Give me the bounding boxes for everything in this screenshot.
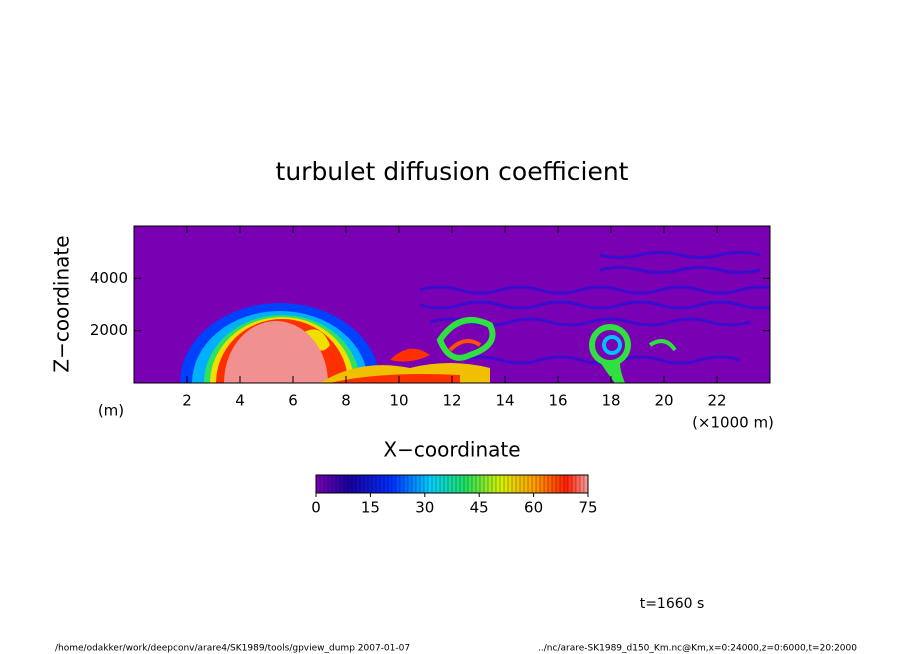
colorbar-cell <box>467 474 473 494</box>
colorbar-tick-label: 75 <box>578 499 597 517</box>
x-tick-label: 12 <box>442 392 461 410</box>
colorbar-cell <box>447 474 453 494</box>
colorbar-cell <box>331 474 337 494</box>
colorbar-tick-label: 45 <box>470 499 489 517</box>
x-tick-label: 22 <box>707 392 726 410</box>
colorbar-cell <box>319 474 325 494</box>
x-tick-label: 8 <box>341 392 351 410</box>
x-tick-label: 6 <box>288 392 298 410</box>
colorbar-cell <box>335 474 341 494</box>
colorbar-cell <box>363 474 369 494</box>
colorbar-cell <box>567 474 573 494</box>
colorbar-cell <box>383 474 389 494</box>
x-unit: (×1000 m) <box>692 414 774 432</box>
colorbar-cell <box>435 474 441 494</box>
colorbar-cell <box>431 474 437 494</box>
footer-left: /home/odakker/work/deepconv/arare4/SK198… <box>55 644 410 654</box>
colorbar-cell <box>355 474 361 494</box>
colorbar <box>315 474 589 494</box>
colorbar-cell <box>547 474 553 494</box>
colorbar-tick-label: 15 <box>361 499 380 517</box>
colorbar-cell <box>347 474 353 494</box>
colorbar-cell <box>463 474 469 494</box>
colorbar-cell <box>415 474 421 494</box>
colorbar-cell <box>507 474 513 494</box>
colorbar-cell <box>559 474 565 494</box>
colorbar-cell <box>423 474 429 494</box>
chart-title: turbulet diffusion coefficient <box>276 157 629 186</box>
colorbar-cell <box>403 474 409 494</box>
colorbar-cell <box>527 474 533 494</box>
colorbar-frame <box>315 474 589 494</box>
colorbar-cell <box>375 474 381 494</box>
x-tick-label: 4 <box>235 392 245 410</box>
colorbar-cell <box>543 474 549 494</box>
colorbar-cell <box>359 474 365 494</box>
colorbar-cell <box>339 474 345 494</box>
colorbar-cell <box>471 474 477 494</box>
colorbar-cell <box>391 474 397 494</box>
x-tick-label: 16 <box>548 392 567 410</box>
colorbar-cell <box>551 474 557 494</box>
colorbar-cell <box>519 474 525 494</box>
colorbar-cell <box>443 474 449 494</box>
y-tick-label: 4000 <box>90 269 128 287</box>
colorbar-cell <box>503 474 509 494</box>
colorbar-cell <box>535 474 541 494</box>
colorbar-cell <box>371 474 377 494</box>
colorbar-cell <box>407 474 413 494</box>
x-tick-label: 10 <box>389 392 408 410</box>
y-unit: (m) <box>98 402 124 420</box>
annotation: t=1660 s <box>640 596 705 612</box>
colorbar-cell <box>491 474 497 494</box>
colorbar-cell <box>511 474 517 494</box>
colorbar-cell <box>487 474 493 494</box>
colorbar-cell <box>555 474 561 494</box>
x-tick-label: 18 <box>601 392 620 410</box>
colorbar-cell <box>475 474 481 494</box>
colorbar-cell <box>499 474 505 494</box>
colorbar-cell <box>539 474 545 494</box>
colorbar-cell <box>315 474 321 494</box>
colorbar-cell <box>395 474 401 494</box>
colorbar-cell <box>515 474 521 494</box>
colorbar-cell <box>459 474 465 494</box>
colorbar-cell <box>455 474 461 494</box>
colorbar-cell <box>451 474 457 494</box>
colorbar-cell <box>327 474 333 494</box>
colorbar-cell <box>523 474 529 494</box>
colorbar-cell <box>399 474 405 494</box>
colorbar-cell <box>579 474 585 494</box>
colorbar-cell <box>419 474 425 494</box>
colorbar-cell <box>411 474 417 494</box>
colorbar-cell <box>479 474 485 494</box>
colorbar-tick-label: 0 <box>311 499 321 517</box>
colorbar-cell <box>575 474 581 494</box>
field <box>134 226 770 383</box>
colorbar-cell <box>531 474 537 494</box>
colorbar-cell <box>571 474 577 494</box>
y-axis-label: Z−coordinate <box>50 235 74 372</box>
x-axis-label: X−coordinate <box>383 438 520 462</box>
x-tick-label: 20 <box>654 392 673 410</box>
colorbar-cell <box>495 474 501 494</box>
colorbar-tick-label: 60 <box>524 499 543 517</box>
colorbar-cell <box>483 474 489 494</box>
x-tick-label: 2 <box>182 392 192 410</box>
y-tick-label: 2000 <box>90 321 128 339</box>
colorbar-cell <box>379 474 385 494</box>
x-tick-label: 14 <box>495 392 514 410</box>
colorbar-cell <box>427 474 433 494</box>
colorbar-cell <box>563 474 569 494</box>
colorbar-cell <box>343 474 349 494</box>
colorbar-cell <box>439 474 445 494</box>
colorbar-cell <box>323 474 329 494</box>
footer-right: ../nc/arare-SK1989_d150_Km.nc@Km,x=0:240… <box>538 644 857 654</box>
colorbar-cell <box>367 474 373 494</box>
colorbar-cell <box>387 474 393 494</box>
colorbar-cell <box>351 474 357 494</box>
colorbar-tick-label: 30 <box>415 499 434 517</box>
